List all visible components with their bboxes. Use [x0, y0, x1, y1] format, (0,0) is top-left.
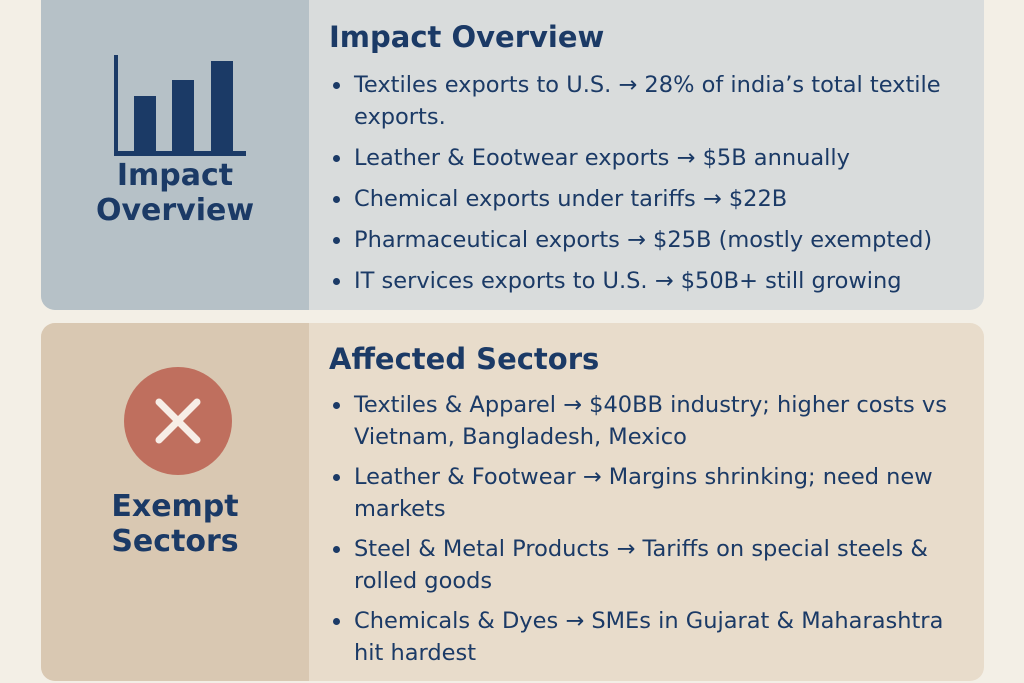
impact-side-label: Impact Overview [41, 158, 309, 228]
x-circle-icon [124, 367, 232, 475]
list-item: Textiles & Apparel → $40BB industry; hig… [329, 389, 964, 453]
list-item: Steel & Metal Products → Tariffs on spec… [329, 533, 964, 597]
affected-heading: Affected Sectors [329, 342, 600, 376]
affected-sectors-card: Exempt Sectors Affected Sectors Textiles… [41, 323, 984, 681]
bar-chart-icon [114, 55, 246, 156]
list-item: Leather & Eootwear exports → $5B annuall… [329, 142, 964, 174]
impact-side-label-line2: Overview [95, 193, 255, 228]
impact-list: Textiles exports to U.S. → 28% of india’… [329, 69, 964, 297]
affected-list: Textiles & Apparel → $40BB industry; hig… [329, 389, 964, 669]
list-item: Chemical exports under tariffs → $22B [329, 183, 964, 215]
impact-content: Impact Overview Textiles exports to U.S.… [309, 0, 984, 310]
list-item: IT services exports to U.S. → $50B+ stil… [329, 265, 964, 297]
affected-sidebar: Exempt Sectors [41, 323, 309, 681]
exempt-side-label-line1: Exempt [111, 489, 239, 524]
list-item: Leather & Footwear → Margins shrinking; … [329, 461, 964, 525]
impact-overview-card: Impact Overview Impact Overview Textiles… [41, 0, 984, 310]
list-item: Pharmaceutical exports → $25B (mostly ex… [329, 224, 964, 256]
impact-sidebar: Impact Overview [41, 0, 309, 310]
exempt-side-label: Exempt Sectors [41, 489, 309, 559]
impact-heading: Impact Overview [329, 20, 605, 54]
impact-side-label-line1: Impact [116, 158, 234, 193]
affected-content: Affected Sectors Textiles & Apparel → $4… [309, 323, 984, 681]
exempt-side-label-line2: Sectors [111, 524, 239, 559]
list-item: Chemicals & Dyes → SMEs in Gujarat & Mah… [329, 605, 964, 669]
list-item: Textiles exports to U.S. → 28% of india’… [329, 69, 964, 133]
